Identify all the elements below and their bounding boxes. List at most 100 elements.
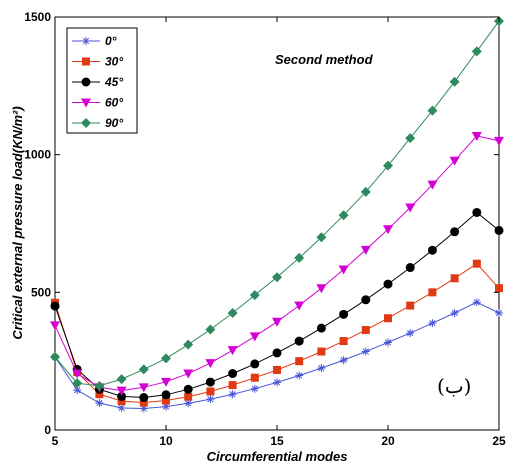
y-tick-label-3: 1500 [24,10,51,24]
legend-marker-0 [82,37,90,45]
legend-label-2: 45° [104,75,123,89]
data-point-4-1 [72,378,83,389]
data-point-2-9 [250,359,260,369]
data-point-3-9 [249,332,260,342]
data-point-1-4 [139,398,148,407]
data-point-2-5 [161,390,171,400]
data-point-4-0 [50,352,60,363]
data-point-2-18 [450,227,460,237]
data-point-3-8 [227,346,238,356]
data-point-1-8 [228,381,237,390]
legend-label-4: 90° [105,116,123,130]
panel-tag: (ب) [437,374,471,398]
legend-item-4: 90° [72,116,123,130]
data-point-2-19 [472,207,482,217]
data-point-1-6 [184,392,193,401]
series-0 [51,298,503,413]
data-point-2-8 [228,369,238,379]
data-point-4-13 [338,210,349,221]
data-point-4-15 [383,160,393,171]
series-2 [50,207,504,403]
legend-item-0: 0° [72,34,117,48]
data-point-4-2 [94,380,105,391]
legend-item-3: 60° [72,96,123,110]
data-point-1-12 [317,347,326,356]
data-point-0-9 [250,384,259,393]
y-tick-label-1: 500 [31,285,51,299]
data-point-2-13 [339,309,349,319]
data-point-3-20 [494,136,504,146]
x-tick-label-1: 10 [159,434,173,448]
data-point-0-5 [162,402,170,411]
data-point-1-20 [495,284,503,293]
data-point-0-17 [428,319,437,328]
data-point-1-11 [295,357,304,366]
data-point-3-19 [471,131,482,141]
ticks-layer: 5 10 15 20 25 0 500 1000 1500 [24,10,506,448]
legend-box [66,27,138,134]
data-point-1-17 [428,288,437,297]
data-point-1-15 [384,314,392,323]
data-point-3-13 [338,265,349,275]
data-point-0-3 [117,403,126,412]
data-point-3-11 [294,301,305,311]
data-point-0-13 [339,356,348,365]
data-point-0-7 [206,395,215,404]
data-point-4-11 [294,252,305,263]
data-point-0-15 [384,338,392,347]
data-point-3-10 [272,317,282,327]
data-point-2-10 [272,348,282,358]
data-point-4-19 [471,46,482,57]
y-axis-label: Critical external pressure load(KN/m²) [10,106,25,339]
data-point-4-16 [405,133,416,144]
data-point-4-8 [227,307,238,318]
data-point-4-12 [316,232,327,243]
data-point-4-18 [449,76,460,87]
data-point-3-12 [316,284,327,294]
data-point-3-17 [427,180,438,190]
data-point-1-10 [273,365,281,374]
data-point-4-4 [138,364,149,375]
data-point-3-0 [50,321,60,331]
legend-marker-2 [81,77,91,87]
data-point-3-15 [383,225,393,235]
data-point-0-20 [495,308,503,317]
data-point-4-6 [183,339,194,350]
data-point-1-5 [162,396,170,405]
data-point-1-18 [450,274,459,283]
y-tick-label-2: 1000 [24,148,51,162]
data-point-2-20 [494,225,504,235]
series-layer [50,16,504,413]
data-point-1-2 [95,390,104,399]
x-tick-label-2: 15 [270,434,284,448]
legend-marker-1 [82,57,90,66]
data-point-4-5 [161,353,171,364]
data-point-1-9 [250,373,259,382]
data-point-1-14 [361,326,370,335]
data-point-1-7 [206,387,215,396]
data-point-4-10 [272,272,282,283]
data-point-0-8 [228,390,237,399]
data-point-0-14 [361,347,370,356]
data-point-0-2 [95,399,104,408]
legend-item-2: 45° [72,75,123,89]
data-point-2-6 [183,384,193,394]
x-tick-label-0: 5 [52,434,59,448]
data-point-0-4 [139,404,148,413]
data-point-0-19 [472,298,481,307]
data-point-3-3 [116,386,127,396]
data-point-2-14 [361,295,371,305]
legend-marker-4 [81,118,91,128]
data-point-2-17 [427,245,437,255]
x-tick-label-4: 25 [492,434,506,448]
data-point-3-5 [161,377,171,387]
data-point-4-17 [427,105,438,116]
data-point-1-3 [117,397,126,406]
data-point-2-11 [294,336,304,346]
data-point-2-12 [316,323,326,333]
legend-label-0: 0° [105,34,117,48]
legend-label-1: 30° [105,55,123,69]
data-point-2-4 [139,393,149,403]
data-point-3-7 [205,359,216,369]
